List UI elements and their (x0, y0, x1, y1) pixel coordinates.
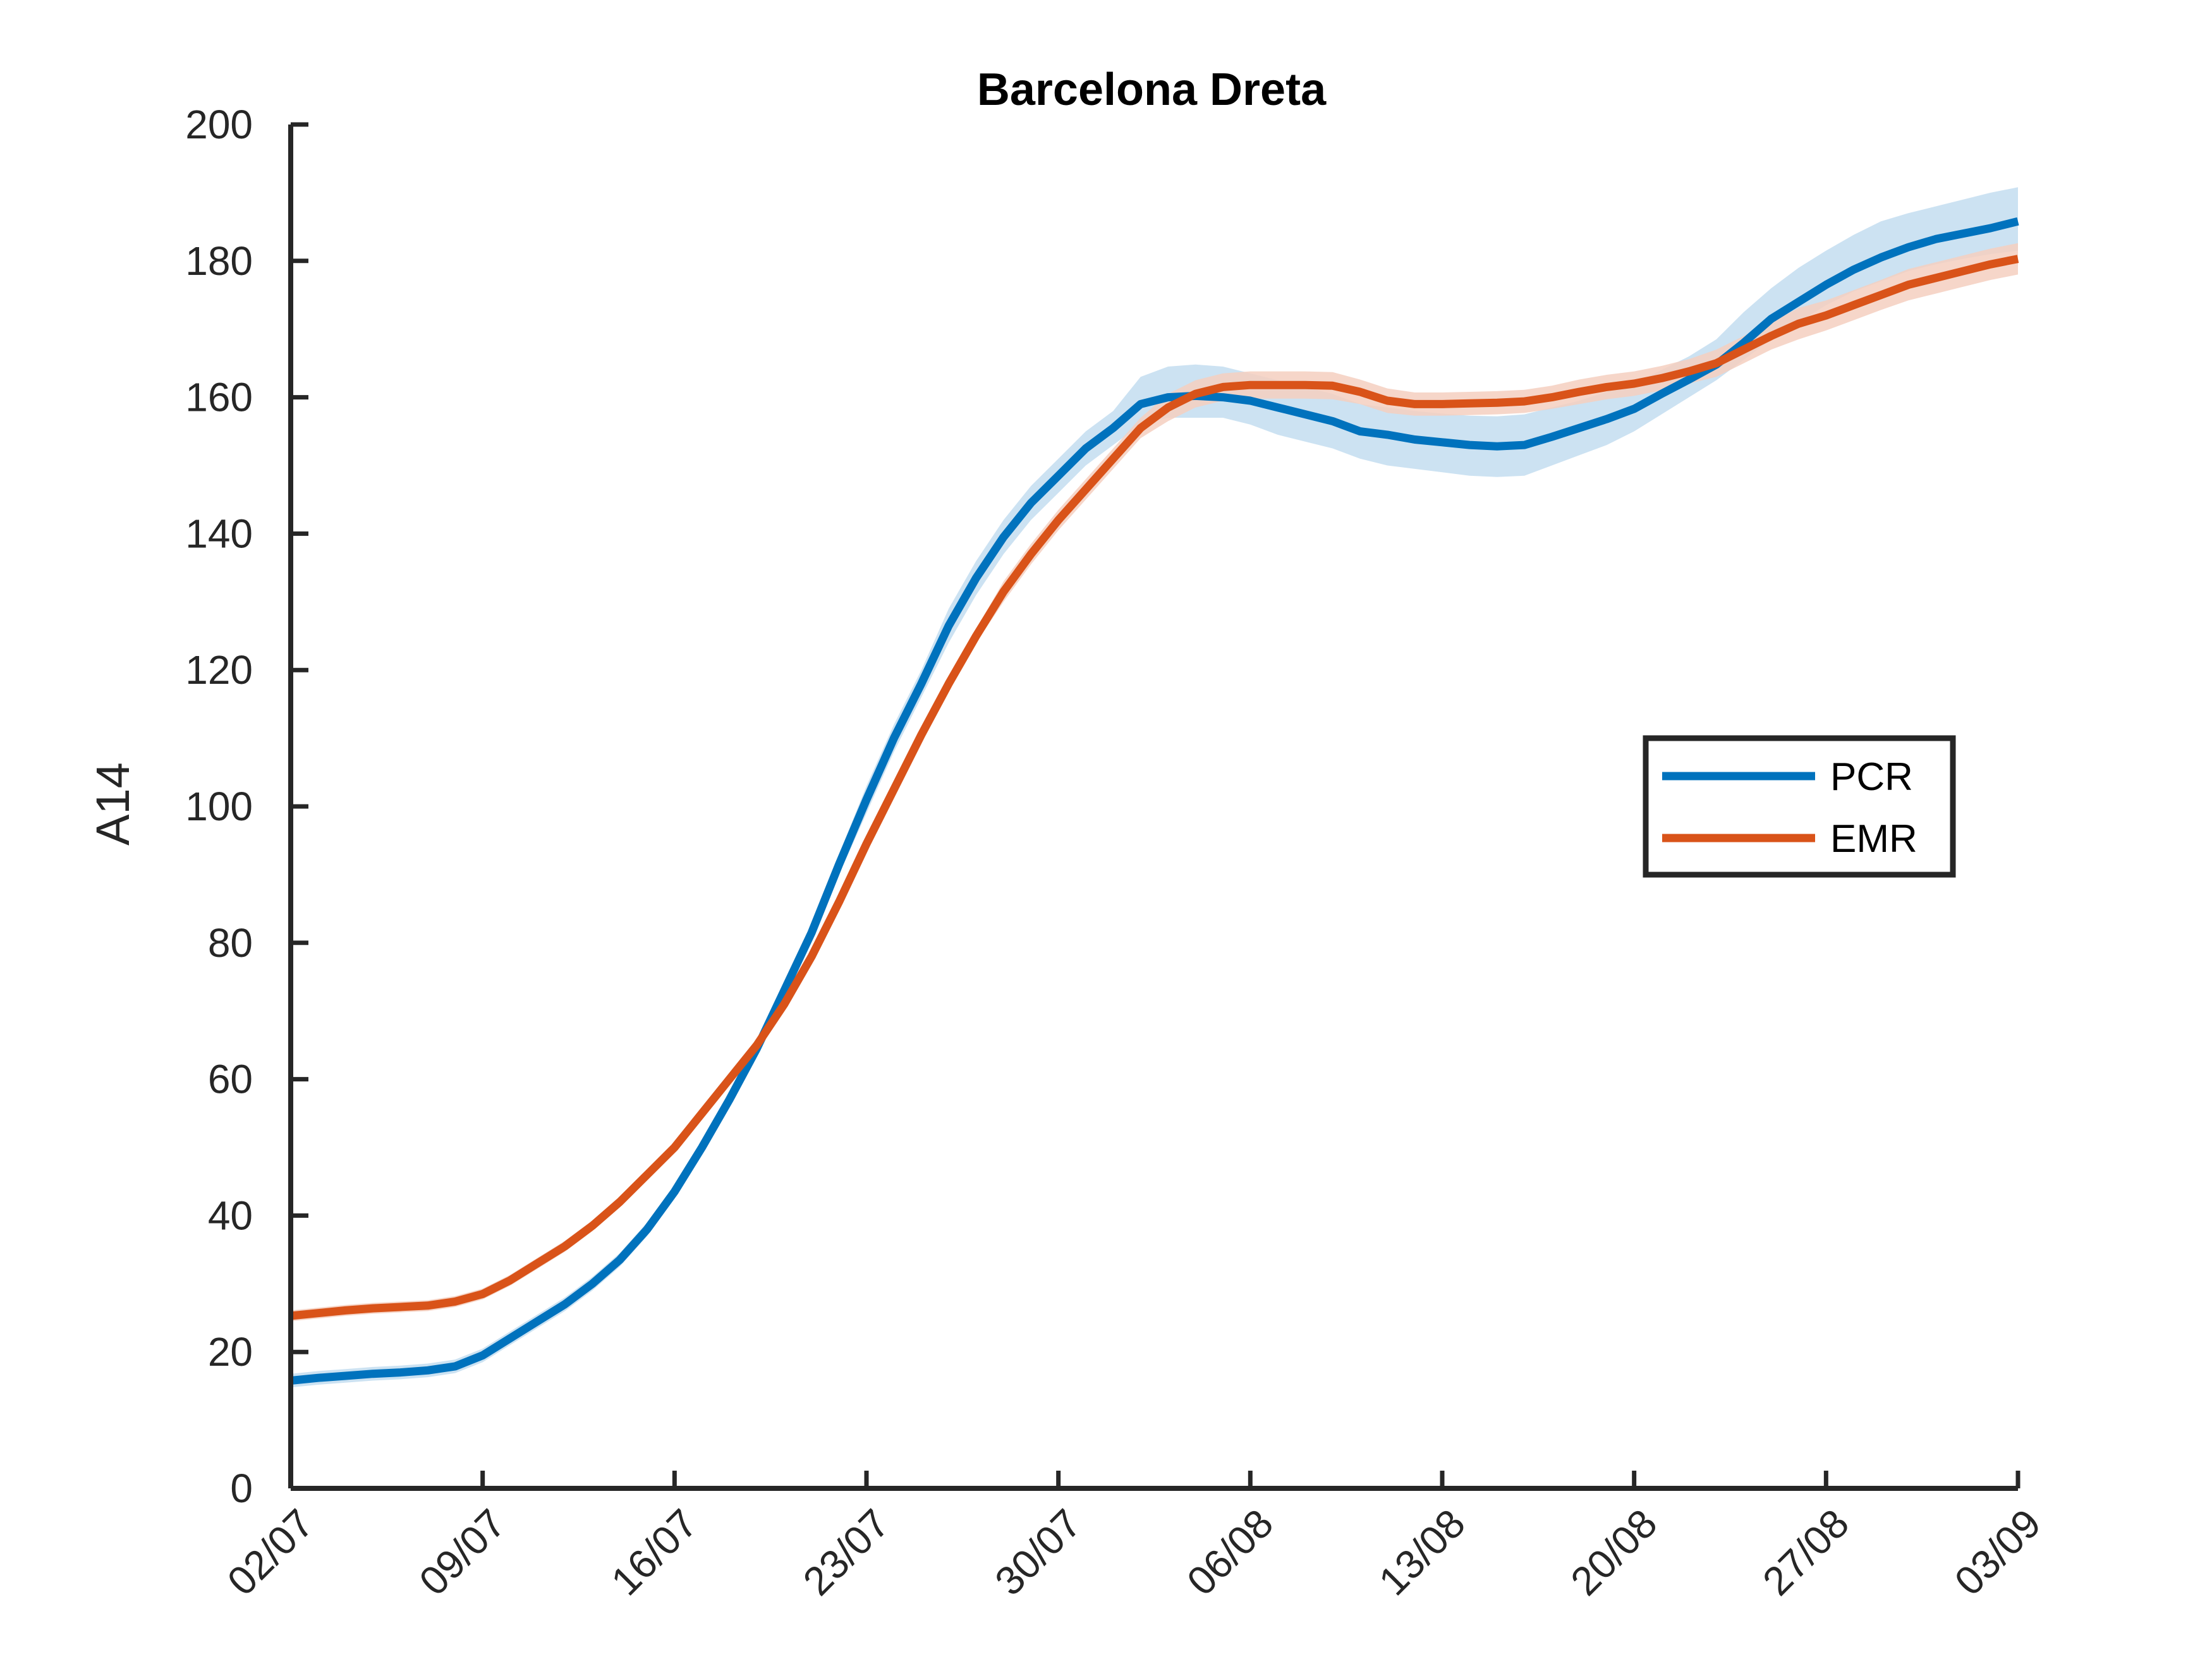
legend-box (1643, 735, 1956, 878)
legend-label-pcr: PCR (1830, 755, 1913, 799)
y-tick-label: 200 (185, 102, 253, 147)
y-tick-label: 20 (208, 1329, 253, 1375)
y-tick-label: 120 (185, 647, 253, 693)
legend: PCR EMR (1643, 735, 1956, 878)
y-tick-label: 140 (185, 511, 253, 556)
chart-title: Barcelona Dreta (977, 64, 1327, 115)
series-line-emr (290, 255, 2019, 1320)
y-tick-label: 60 (208, 1057, 253, 1102)
y-ticks: 0 20 40 60 80 100 120 140 160 180 200 (185, 102, 308, 1511)
y-tick-label: 100 (185, 784, 253, 829)
y-tick-label: 0 (230, 1466, 253, 1511)
y-tick-label: 40 (208, 1193, 253, 1238)
y-tick-label: 180 (185, 238, 253, 284)
y-axis-label: A14 (87, 762, 139, 846)
legend-label-emr: EMR (1830, 817, 1917, 861)
y-tick-label: 80 (208, 920, 253, 966)
y-tick-label: 160 (185, 375, 253, 420)
series-lines (290, 217, 2019, 1385)
